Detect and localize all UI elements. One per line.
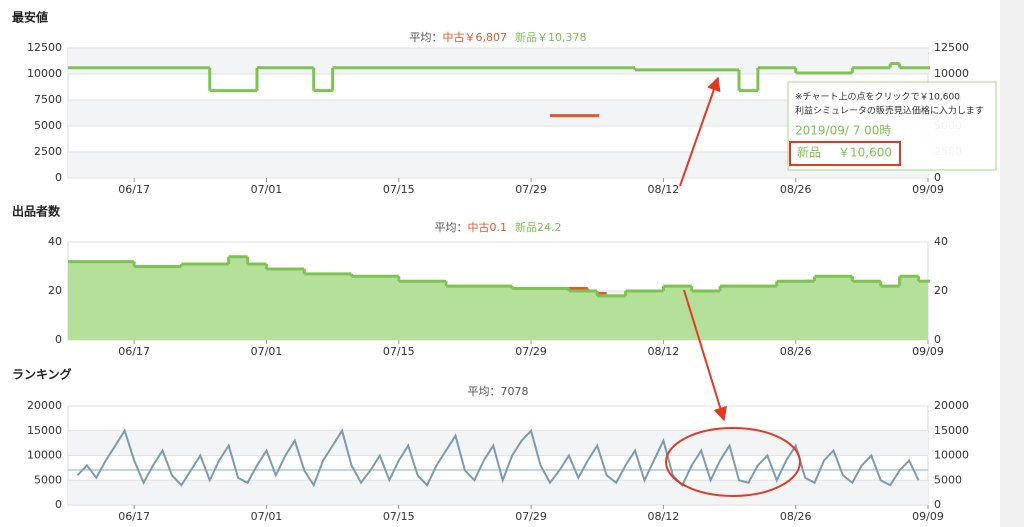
tooltip-series: 新品 — [797, 145, 821, 160]
series-name: 新品 — [515, 30, 537, 44]
series-average: ￥10,378 — [537, 31, 587, 44]
x-tick-label: 07/01 — [251, 345, 283, 358]
plot-band — [68, 100, 928, 126]
y2-tick-label: 20 — [934, 284, 948, 297]
series-average: 24.2 — [537, 221, 562, 234]
x-tick-label: 07/15 — [383, 183, 415, 196]
y-tick-label: 7500 — [34, 93, 62, 106]
y-tick-label: 0 — [55, 171, 62, 184]
x-tick-label: 07/29 — [515, 345, 547, 358]
x-tick-label: 09/09 — [912, 345, 944, 358]
arrow — [683, 289, 727, 422]
x-tick-label: 07/01 — [251, 183, 283, 196]
plot-band — [68, 48, 928, 74]
y2-tick-label: 0 — [934, 498, 941, 511]
series-name: 中古 — [468, 221, 490, 234]
tooltip-value: ￥10,600 — [838, 146, 892, 160]
average-label: 平均： — [410, 31, 443, 44]
average-summary: 平均：中古0.1 新品24.2 — [435, 220, 562, 234]
y2-tick-label: 10000 — [934, 449, 969, 462]
x-tick-label: 09/09 — [912, 510, 944, 523]
x-tick-label: 07/15 — [383, 510, 415, 523]
x-tick-label: 09/09 — [912, 183, 944, 196]
chart-title: 出品者数 — [12, 204, 61, 219]
x-tick-label: 08/26 — [780, 345, 812, 358]
x-tick-label: 08/12 — [648, 183, 680, 196]
y-tick-label: 40 — [48, 235, 62, 248]
side-strip — [1000, 0, 1024, 527]
x-tick-label: 07/29 — [515, 510, 547, 523]
y-tick-label: 5000 — [34, 119, 62, 132]
y-tick-label: 5000 — [34, 473, 62, 486]
x-tick-label: 08/12 — [648, 510, 680, 523]
x-tick-label: 08/26 — [780, 183, 812, 196]
highlight-box — [789, 141, 901, 166]
y2-tick-label: 10000 — [934, 67, 969, 80]
x-tick-label: 07/29 — [515, 183, 547, 196]
y2-tick-label: 20000 — [934, 399, 969, 412]
x-tick-label: 07/01 — [251, 510, 283, 523]
tooltip-date: 2019/09/ 7 00時 — [795, 124, 891, 138]
tooltip-note: 利益シミュレータの販売見込価格に入力します — [795, 105, 984, 117]
average-summary: 平均：7078 — [468, 385, 529, 398]
plot-band — [68, 480, 928, 505]
average-value: 7078 — [501, 385, 529, 398]
x-tick-label: 06/17 — [118, 345, 150, 358]
plot-band — [68, 430, 928, 456]
series-area — [68, 256, 928, 340]
y-tick-label: 2500 — [34, 145, 62, 158]
y-tick-label: 20 — [48, 284, 62, 297]
average-label: 平均： — [468, 385, 501, 398]
average-label: 平均： — [435, 221, 468, 234]
x-tick-label: 07/15 — [383, 345, 415, 358]
chart-title: ランキング — [12, 367, 72, 382]
plot-band — [68, 152, 928, 178]
y-tick-label: 12500 — [27, 41, 62, 54]
y-tick-label: 15000 — [27, 424, 62, 437]
y-tick-label: 10000 — [27, 67, 62, 80]
series-name: 新品 — [515, 220, 537, 234]
y2-tick-label: 40 — [934, 235, 948, 248]
tooltip-box — [787, 81, 997, 171]
highlight-circle — [665, 427, 801, 497]
y-tick-label: 0 — [55, 333, 62, 346]
tooltip-note: ※チャート上の点をクリックで￥10,600 — [795, 92, 960, 103]
series-line — [76, 428, 920, 488]
arrow — [679, 76, 721, 187]
series-name: 中古 — [443, 31, 465, 44]
x-tick-label: 08/26 — [780, 510, 812, 523]
y2-tick-label: 0 — [934, 171, 941, 184]
x-tick-label: 06/17 — [118, 183, 150, 196]
average-summary: 平均：中古￥6,807 新品￥10,378 — [410, 30, 587, 44]
y2-tick-label: 5000 — [934, 473, 962, 486]
y-tick-label: 0 — [55, 498, 62, 511]
y-tick-label: 10000 — [27, 449, 62, 462]
y2-tick-label: 15000 — [934, 424, 969, 437]
series-average: 0.1 — [490, 221, 508, 234]
y2-tick-label: 0 — [934, 333, 941, 346]
y-tick-label: 20000 — [27, 399, 62, 412]
y2-tick-label: 12500 — [934, 41, 969, 54]
chart-title: 最安値 — [12, 10, 48, 25]
x-tick-label: 08/12 — [648, 345, 680, 358]
series-average: ￥6,807 — [465, 31, 508, 44]
x-tick-label: 06/17 — [118, 510, 150, 523]
